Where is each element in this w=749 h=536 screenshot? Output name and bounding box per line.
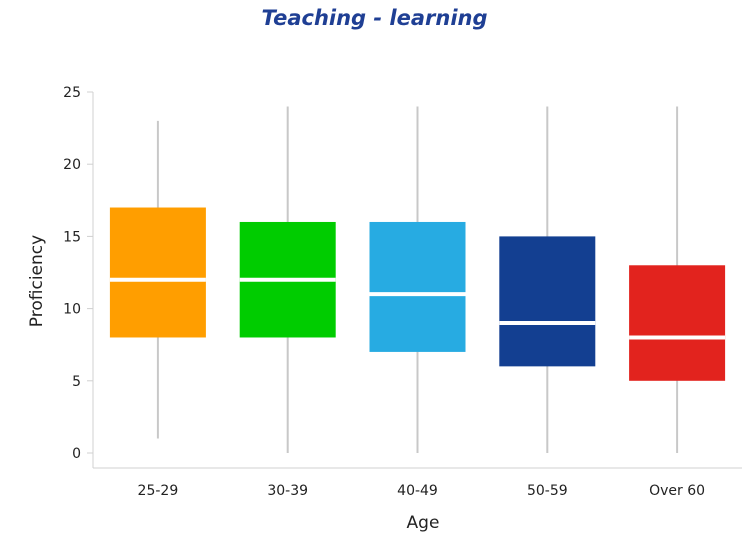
chart-title: Teaching - learning	[261, 6, 488, 30]
y-axis-title: Proficiency	[27, 235, 47, 327]
box-rect	[369, 221, 466, 352]
y-tick-label: 25	[63, 85, 81, 101]
box-40-49	[369, 106, 466, 453]
x-tick-label: 40-49	[397, 483, 438, 499]
x-tick-label: 25-29	[138, 483, 179, 499]
x-tick-label: 30-39	[267, 483, 308, 499]
y-tick-label: 20	[63, 157, 81, 173]
box-50-59	[499, 106, 596, 453]
box-30-39	[239, 106, 336, 453]
box-series	[109, 106, 726, 453]
box-over-60	[629, 106, 726, 453]
y-tick-label: 0	[72, 446, 81, 462]
box-25-29	[109, 120, 206, 439]
y-tick-label: 15	[63, 229, 81, 245]
x-tick-label: Over 60	[649, 483, 705, 499]
y-tick-label: 10	[63, 302, 81, 318]
x-tick-label: 50-59	[527, 483, 568, 499]
axis-labels: 0 5 10 15 20 25 25-29 30-39 40-49 50-59 Over 60 Age…	[27, 85, 705, 533]
box-rect	[499, 236, 596, 367]
axes	[87, 91, 742, 469]
box-rect	[629, 265, 726, 381]
y-tick-label: 5	[72, 374, 81, 390]
box-rect	[109, 207, 206, 338]
x-axis-title: Age	[407, 513, 440, 533]
